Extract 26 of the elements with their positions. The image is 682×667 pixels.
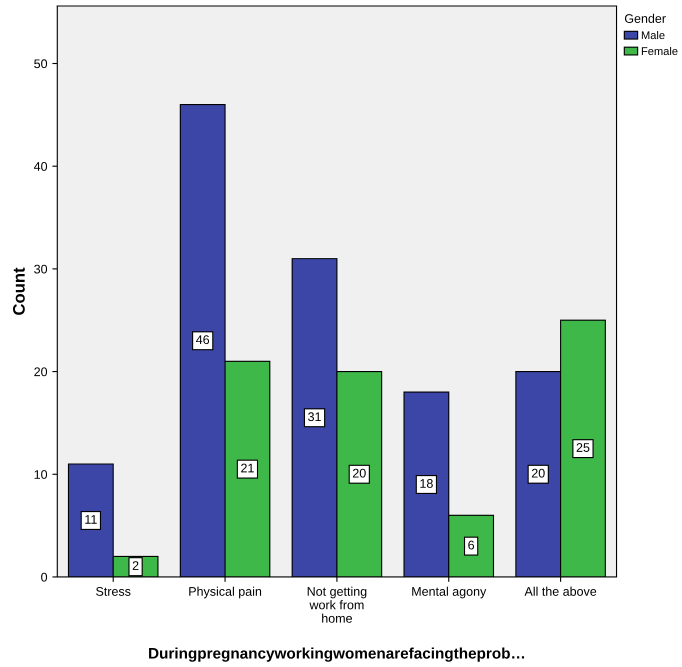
data-label: 46 (196, 335, 210, 344)
y-tick-label: 40 (34, 162, 48, 171)
data-label: 11 (85, 515, 97, 524)
data-label: 2 (132, 561, 138, 570)
data-label: 25 (576, 443, 590, 452)
legend-title: Gender (624, 14, 666, 23)
data-label: 31 (308, 412, 321, 422)
x-tick-label: Not getting work from home (308, 586, 366, 623)
data-label: 18 (420, 479, 433, 488)
data-label: 20 (532, 468, 545, 478)
x-tick-label: Physical pain (189, 586, 262, 598)
y-axis-title: Count (13, 268, 25, 315)
x-tick-label: All the above (524, 586, 596, 596)
y-tick-label: 0 (41, 572, 48, 582)
y-tick-label: 50 (34, 59, 48, 68)
data-label: 21 (241, 464, 254, 472)
x-axis-title: Duringpregnancyworkingwomenarefacingtheprob… (149, 647, 524, 662)
y-tick-label: 10 (34, 470, 48, 479)
x-tick-label: Stress (96, 587, 130, 596)
data-label: 20 (352, 468, 366, 478)
legend-label: Female (642, 46, 678, 56)
y-tick-label: 30 (34, 264, 48, 274)
x-tick-label: Mental agony (412, 586, 486, 598)
data-label: 6 (468, 540, 474, 550)
y-tick-label: 20 (34, 367, 48, 376)
legend-label: Male (642, 30, 665, 40)
